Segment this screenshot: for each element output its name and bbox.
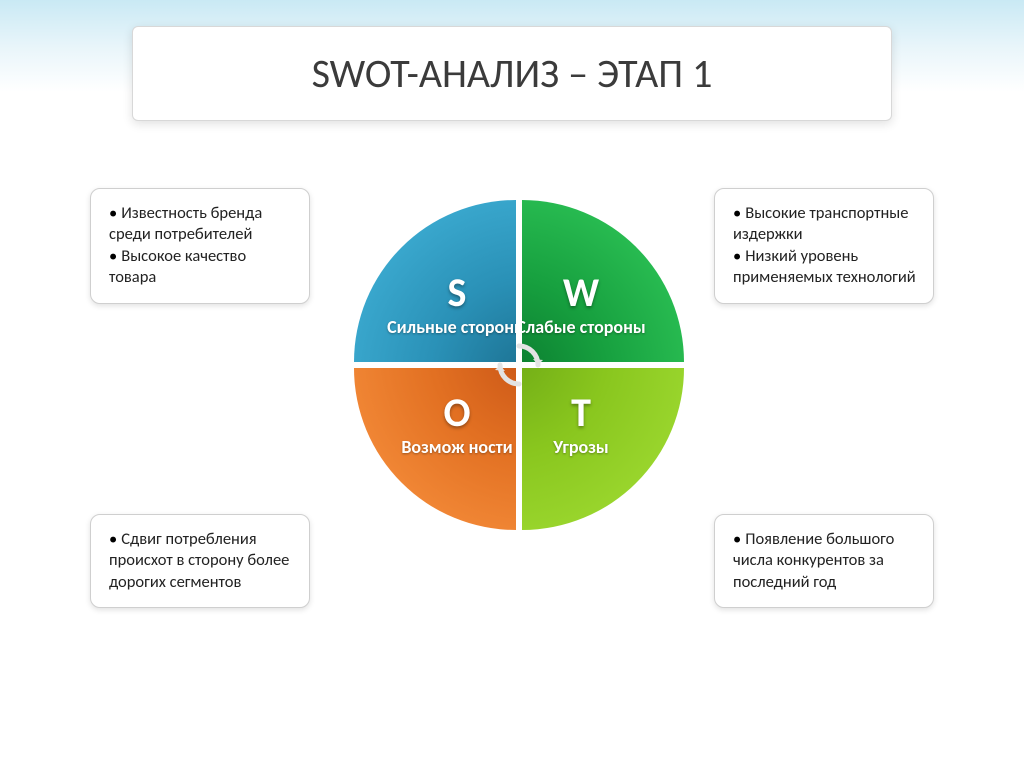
swot-circle: S Сильные стороны W Слабые стороны O Воз… — [354, 200, 684, 530]
page-title: SWOT-АНАЛИЗ – ЭТАП 1 — [173, 49, 851, 98]
quadrant-label: Угрозы — [553, 437, 608, 458]
info-box-opportunities: Сдвиг потребления происхот в сторону бол… — [90, 514, 310, 608]
list-item: Сдвиг потребления происхот в сторону бол… — [109, 529, 293, 593]
list-item: Высокие транспортные издержки — [733, 203, 917, 246]
swot-diagram: S Сильные стороны W Слабые стороны O Воз… — [0, 180, 1024, 740]
info-list: Сдвиг потребления происхот в сторону бол… — [109, 529, 293, 593]
info-list: Появление большого числа конкурентов за … — [733, 529, 917, 593]
info-box-strengths: Известность бренда среди потребителей Вы… — [90, 188, 310, 304]
title-box: SWOT-АНАЛИЗ – ЭТАП 1 — [132, 26, 892, 121]
quadrant-label: Сильные стороны — [387, 317, 516, 338]
quadrant-opportunities: O Возмож ности — [354, 368, 516, 530]
quadrant-letter: W — [563, 273, 599, 313]
quadrant-threats: T Угрозы — [522, 368, 684, 530]
quadrant-weaknesses: W Слабые стороны — [522, 200, 684, 362]
info-box-weaknesses: Высокие транспортные издержки Низкий уро… — [714, 188, 934, 304]
quadrant-label: Слабые стороны — [522, 317, 646, 338]
quadrant-letter: O — [443, 393, 470, 433]
quadrant-label: Возмож ности — [401, 437, 512, 458]
info-list: Высокие транспортные издержки Низкий уро… — [733, 203, 917, 289]
info-list: Известность бренда среди потребителей Вы… — [109, 203, 293, 289]
quadrant-strengths: S Сильные стороны — [354, 200, 516, 362]
list-item: Известность бренда среди потребителей — [109, 203, 293, 246]
info-box-threats: Появление большого числа конкурентов за … — [714, 514, 934, 608]
list-item: Появление большого числа конкурентов за … — [733, 529, 917, 593]
list-item: Высокое качество товара — [109, 246, 293, 289]
quadrant-letter: S — [448, 273, 467, 313]
quadrant-letter: T — [571, 393, 591, 433]
list-item: Низкий уровень применяемых технологий — [733, 246, 917, 289]
